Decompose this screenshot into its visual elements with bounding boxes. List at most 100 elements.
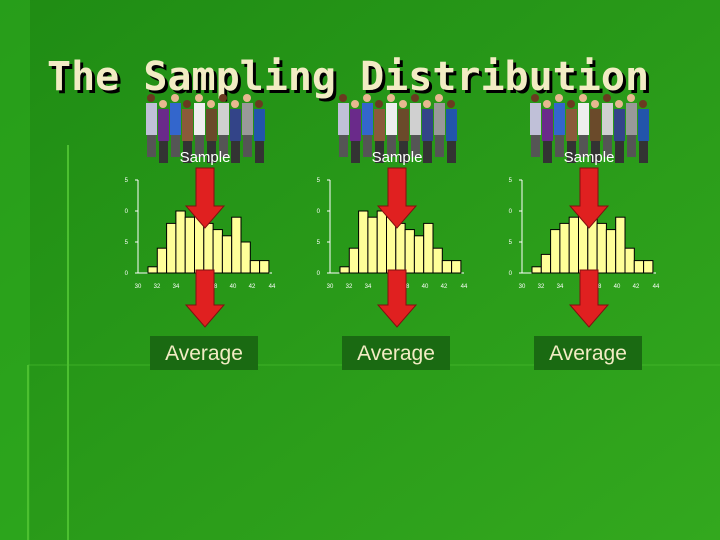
person-legs bbox=[579, 135, 588, 157]
person-body bbox=[350, 109, 361, 141]
bar bbox=[413, 235, 425, 274]
bar bbox=[568, 216, 580, 274]
result-label: Average bbox=[165, 342, 243, 365]
panel: Sample505030323438404244Average bbox=[509, 94, 660, 370]
person-legs bbox=[399, 141, 408, 163]
person-body bbox=[626, 103, 637, 135]
person-legs bbox=[219, 135, 228, 157]
person-head bbox=[639, 100, 647, 108]
bar bbox=[531, 266, 542, 274]
person-head bbox=[555, 94, 563, 102]
bar bbox=[624, 247, 635, 274]
person-head bbox=[207, 100, 215, 108]
bar bbox=[231, 216, 242, 274]
person-legs bbox=[207, 141, 216, 163]
person-legs bbox=[231, 141, 240, 163]
bar bbox=[559, 222, 570, 274]
bar bbox=[605, 229, 617, 274]
bar bbox=[540, 253, 552, 274]
person-legs bbox=[183, 141, 192, 163]
bar bbox=[643, 260, 654, 274]
bar bbox=[259, 260, 270, 274]
person-body bbox=[578, 103, 589, 135]
person-legs bbox=[243, 135, 252, 157]
y-tick-label: 0 bbox=[125, 271, 129, 277]
arrow bbox=[568, 167, 610, 229]
person-legs bbox=[435, 135, 444, 157]
person-body bbox=[254, 109, 265, 141]
person-head bbox=[543, 100, 551, 108]
x-tick-label: 30 bbox=[327, 284, 334, 290]
bar bbox=[376, 210, 388, 274]
y-tick-label: 5 bbox=[509, 178, 513, 184]
bar bbox=[451, 260, 462, 274]
person-head bbox=[255, 100, 263, 108]
y-tick-label: 0 bbox=[509, 271, 513, 277]
person-head bbox=[375, 100, 383, 108]
person-head bbox=[231, 100, 239, 108]
result-label: Average bbox=[549, 342, 627, 365]
person-legs bbox=[531, 135, 540, 157]
person-head bbox=[411, 94, 419, 102]
person-head bbox=[195, 94, 203, 102]
person-body bbox=[542, 109, 553, 141]
x-tick-label: 40 bbox=[614, 284, 621, 290]
person-legs bbox=[615, 141, 624, 163]
person-head bbox=[567, 100, 575, 108]
person-head bbox=[387, 94, 395, 102]
person-body bbox=[362, 103, 373, 135]
x-tick-label: 34 bbox=[557, 284, 564, 290]
result-box bbox=[342, 336, 450, 370]
title: The Sampling Distribution bbox=[47, 54, 649, 100]
bar bbox=[404, 229, 415, 274]
x-tick-label: 42 bbox=[441, 284, 448, 290]
result-label: Average bbox=[357, 342, 435, 365]
sample-label: Sample bbox=[180, 149, 231, 166]
person-body bbox=[434, 103, 445, 135]
x-tick-label: 40 bbox=[422, 284, 429, 290]
person-body bbox=[398, 109, 409, 141]
person-body bbox=[206, 109, 217, 141]
person-head bbox=[339, 94, 347, 102]
person-head bbox=[603, 94, 611, 102]
x-tick-label: 42 bbox=[633, 284, 640, 290]
bar bbox=[240, 241, 251, 274]
x-tick-label: 34 bbox=[365, 284, 372, 290]
bar bbox=[367, 216, 378, 274]
y-tick-label: 0 bbox=[125, 209, 129, 215]
person-head bbox=[591, 100, 599, 108]
x-tick-label: 30 bbox=[135, 284, 142, 290]
person-head bbox=[159, 100, 167, 108]
person-body bbox=[230, 109, 241, 141]
person-body bbox=[386, 103, 397, 135]
y-tick-label: 5 bbox=[317, 240, 321, 246]
person-body bbox=[170, 103, 181, 135]
person-legs bbox=[555, 135, 564, 157]
x-tick-label: 32 bbox=[538, 284, 545, 290]
bar bbox=[339, 266, 350, 274]
person-legs bbox=[387, 135, 396, 157]
arrow bbox=[376, 167, 418, 229]
x-tick-label: 34 bbox=[173, 284, 180, 290]
x-tick-label: 40 bbox=[230, 284, 237, 290]
arrow bbox=[184, 167, 226, 229]
x-tick-label: 42 bbox=[249, 284, 256, 290]
panel: Sample505030323438404244Average bbox=[317, 94, 468, 370]
x-tick-label: 32 bbox=[346, 284, 353, 290]
person-head bbox=[147, 94, 155, 102]
bar bbox=[156, 247, 168, 274]
person-head bbox=[219, 94, 227, 102]
person-head bbox=[423, 100, 431, 108]
arrow bbox=[376, 269, 418, 328]
x-tick-label: 44 bbox=[461, 284, 468, 290]
result-box bbox=[534, 336, 642, 370]
person-legs bbox=[339, 135, 348, 157]
bar bbox=[348, 247, 360, 274]
person-legs bbox=[447, 141, 456, 163]
arrow bbox=[568, 269, 610, 328]
person-legs bbox=[591, 141, 600, 163]
person-body bbox=[374, 109, 385, 141]
person-legs bbox=[351, 141, 360, 163]
person-head bbox=[447, 100, 455, 108]
person-body bbox=[422, 109, 433, 141]
